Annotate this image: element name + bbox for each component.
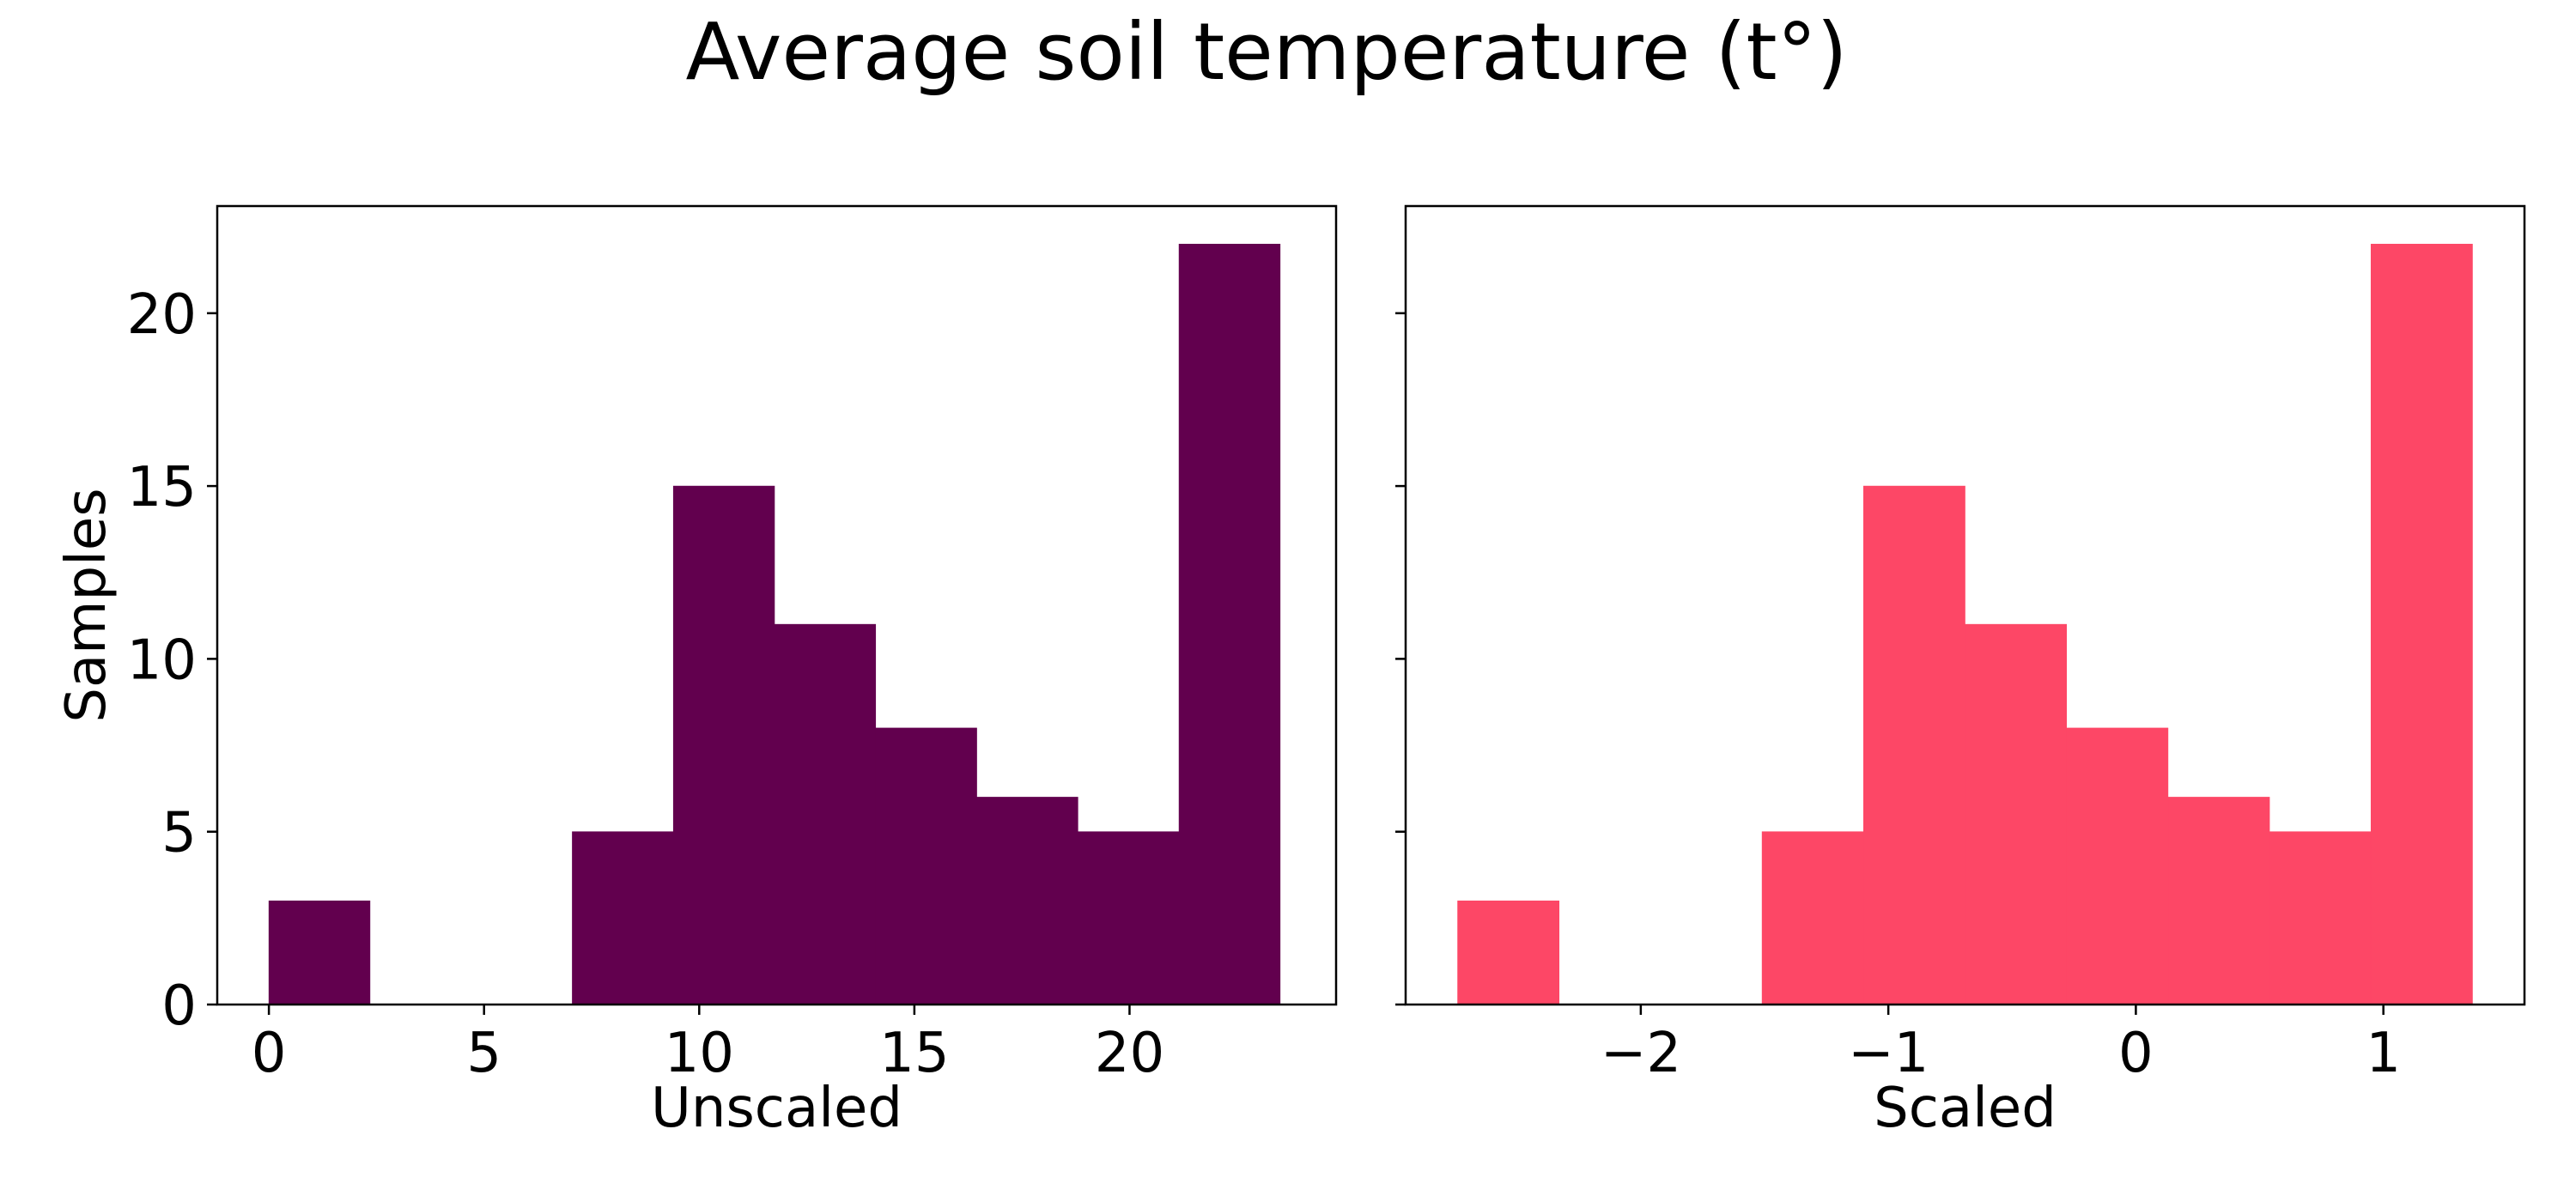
scaled-bar-9 (2370, 243, 2473, 1005)
scaled-histogram-panel: −2 −1 0 1 Scaled (1395, 204, 2526, 1140)
scaled-bar-3 (1761, 831, 1864, 1005)
scaled-x-tick-label-0: −2 (1601, 1022, 1681, 1085)
unscaled-axes-frame (216, 204, 1338, 1006)
scaled-bar-0 (1457, 900, 1560, 1005)
y-axis-label: Samples (55, 488, 118, 722)
unscaled-bar-4 (672, 485, 775, 1005)
scaled-x-tick-label-1: −1 (1848, 1022, 1929, 1085)
unscaled-y-tick-label-3: 15 (127, 456, 197, 519)
scaled-x-tick-label-2: 0 (2118, 1022, 2154, 1085)
unscaled-y-tick-label-0: 0 (161, 974, 197, 1038)
scaled-bar-6 (2066, 727, 2169, 1005)
unscaled-x-tick-label-0: 0 (252, 1022, 287, 1085)
unscaled-histogram-panel: 0 5 10 15 20 0 5 10 15 20 Unscaled (127, 204, 1338, 1140)
unscaled-bar-9 (1178, 243, 1281, 1005)
unscaled-x-tick-label-4: 20 (1095, 1022, 1164, 1085)
scaled-x-axis-label: Scaled (1874, 1077, 2057, 1140)
scaled-axes-frame (1404, 204, 2526, 1006)
unscaled-bar-5 (774, 623, 877, 1005)
unscaled-x-axis-label: Unscaled (651, 1077, 902, 1140)
unscaled-bar-8 (1078, 831, 1180, 1005)
unscaled-x-tick-label-1: 5 (466, 1022, 501, 1085)
scaled-x-tick-label-3: 1 (2366, 1022, 2401, 1085)
unscaled-bar-0 (268, 900, 371, 1005)
unscaled-bar-7 (976, 797, 1078, 1005)
scaled-bar-7 (2167, 797, 2270, 1005)
unscaled-x-tick-label-2: 10 (665, 1022, 734, 1085)
figure-title: Average soil temperature (t°) (685, 6, 1847, 98)
scaled-bar-4 (1863, 485, 1965, 1005)
unscaled-y-tick-label-2: 10 (127, 628, 197, 692)
unscaled-y-tick-label-1: 5 (161, 802, 197, 865)
unscaled-bar-3 (572, 831, 674, 1005)
scaled-bar-5 (1965, 623, 2067, 1005)
unscaled-bar-6 (875, 727, 977, 1005)
unscaled-y-tick-label-4: 20 (127, 283, 197, 347)
scaled-bar-8 (2269, 831, 2372, 1005)
unscaled-x-tick-label-3: 15 (879, 1022, 949, 1085)
